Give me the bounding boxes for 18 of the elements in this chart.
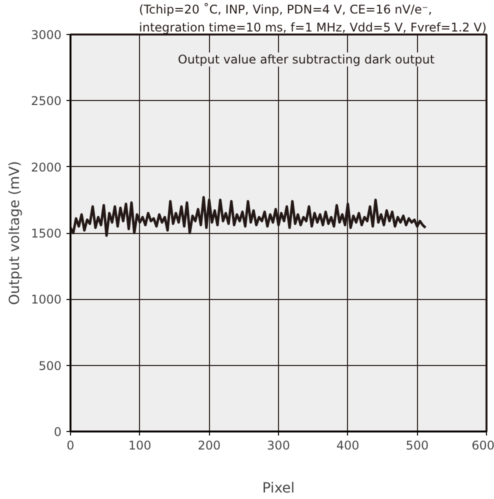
x-tick-label: 400 xyxy=(336,438,360,452)
y-axis-title: Output voltage (mV) xyxy=(6,161,23,305)
chart-subtitle: (Tchip=20 ˚C, INP, Vinp, PDN=4 V, CE=16 nV/e⁻, integration time=10 ms, f=1 MHz, Vdd=5 V, Fvref=1.2 V) xyxy=(139,2,487,34)
x-tick-label: 600 xyxy=(472,438,494,452)
y-tick-label: 2500 xyxy=(30,94,62,108)
x-tick-label: 500 xyxy=(406,438,429,452)
x-tick-label: 0 xyxy=(66,438,74,452)
y-tick-label: 0 xyxy=(54,425,62,439)
x-tick-label: 300 xyxy=(267,438,290,452)
y-tick-label: 1500 xyxy=(30,226,62,240)
annotation: Output value after subtracting dark output xyxy=(178,52,435,66)
y-tick-label: 1000 xyxy=(30,292,62,307)
x-tick-label: 100 xyxy=(128,438,152,452)
x-tick-label: 200 xyxy=(198,438,221,452)
y-tick-label: 3000 xyxy=(30,28,62,42)
y-tick-label: 2000 xyxy=(30,160,62,174)
x-axis-title: Pixel xyxy=(262,480,295,496)
y-tick-label: 500 xyxy=(38,358,62,373)
